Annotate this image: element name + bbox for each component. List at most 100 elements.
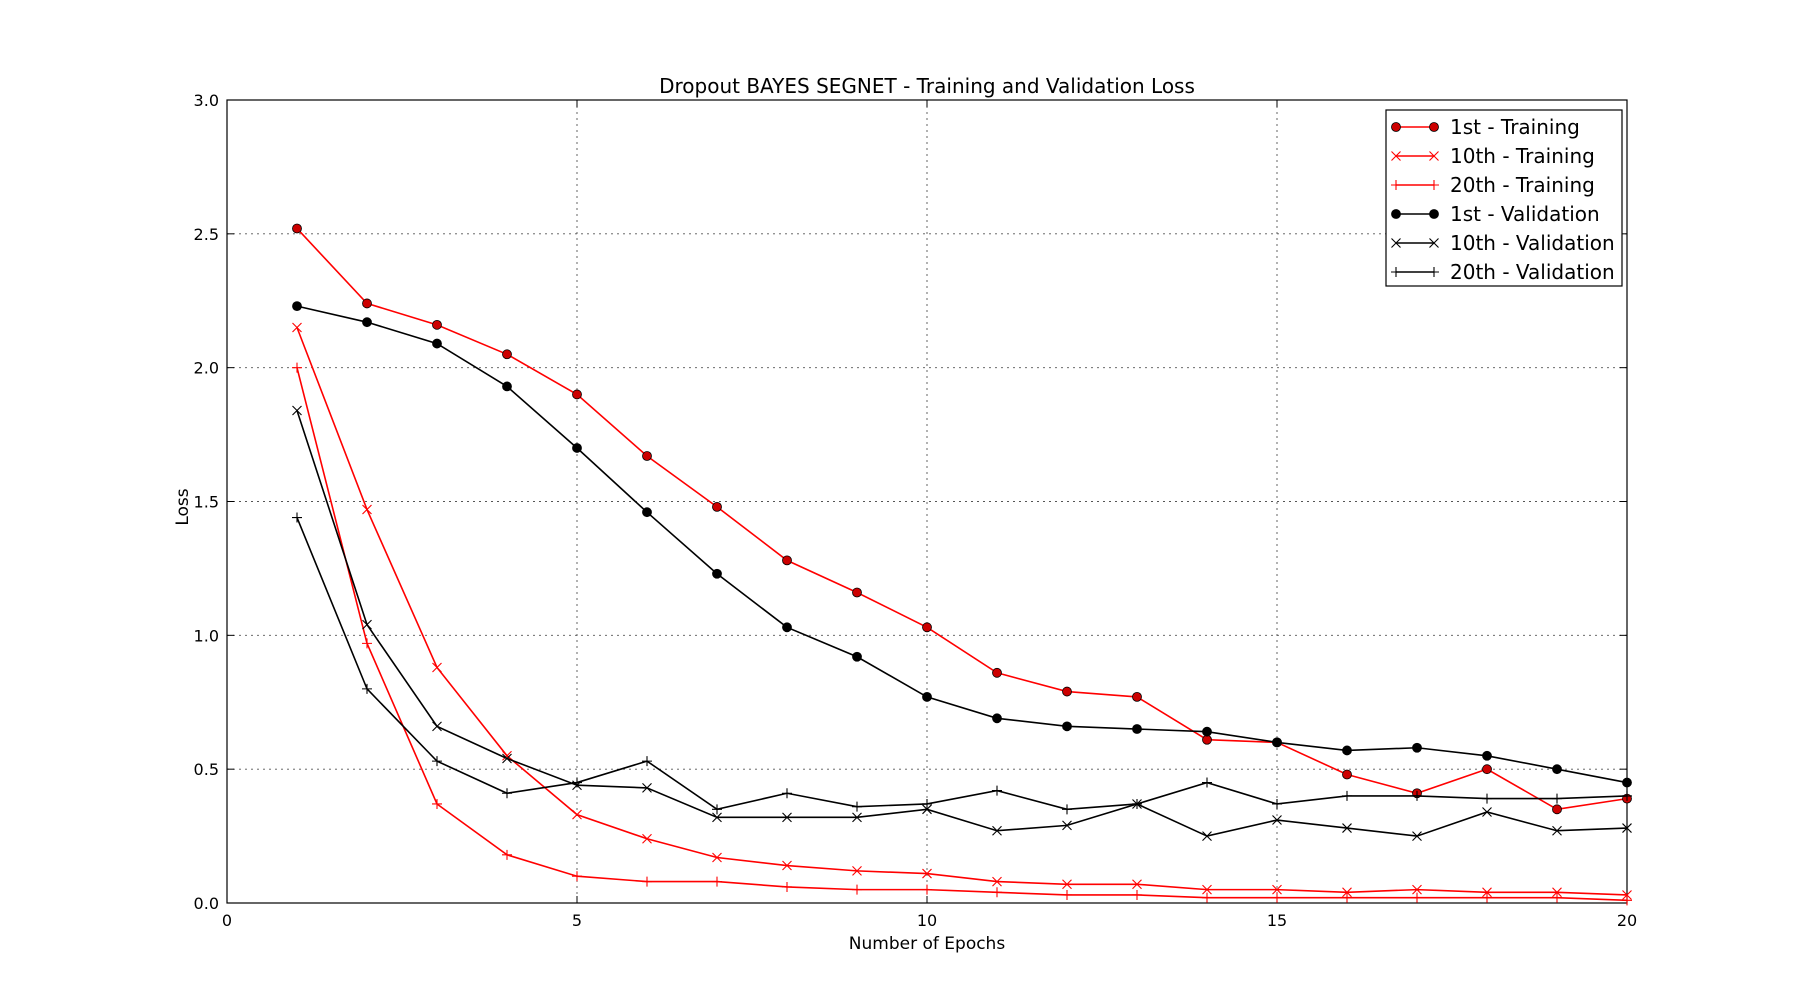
legend-marker xyxy=(1429,267,1439,277)
data-point xyxy=(782,812,792,823)
data-point xyxy=(502,381,512,392)
data-point xyxy=(1552,892,1562,903)
legend-entry: 10th - Validation xyxy=(1391,231,1615,255)
legend-marker xyxy=(1391,267,1401,277)
data-point xyxy=(432,798,442,809)
data-point xyxy=(432,319,442,330)
data-point xyxy=(712,852,722,863)
data-point xyxy=(1482,764,1492,775)
y-tick-label: 2.0 xyxy=(194,359,219,378)
data-point xyxy=(1272,815,1282,825)
data-point xyxy=(1202,892,1212,903)
data-point xyxy=(1552,764,1562,775)
data-point xyxy=(992,785,1002,796)
data-point xyxy=(922,884,932,895)
data-point xyxy=(1062,804,1072,815)
y-tick-label: 1.0 xyxy=(194,626,219,645)
data-point xyxy=(782,622,792,633)
data-point xyxy=(992,667,1002,678)
series-line xyxy=(296,327,1628,896)
legend-entry: 10th - Training xyxy=(1391,144,1595,168)
legend: 1st - Training 10th - Training 20th - Trai… xyxy=(1385,109,1623,287)
data-point xyxy=(572,443,582,453)
legend-entry: 20th - Validation xyxy=(1391,260,1615,284)
data-point xyxy=(992,713,1002,724)
legend-marker xyxy=(1429,151,1439,161)
legend-marker xyxy=(1391,151,1401,161)
series-4 xyxy=(292,405,1632,841)
data-point xyxy=(1342,769,1352,780)
legend-label: 20th - Validation xyxy=(1450,260,1615,284)
series-line xyxy=(296,227,1628,811)
data-point xyxy=(1062,686,1072,697)
data-point xyxy=(292,405,302,416)
data-point xyxy=(642,833,652,844)
data-point xyxy=(1062,889,1072,900)
data-point xyxy=(1272,884,1282,895)
data-point xyxy=(1622,890,1632,900)
series-line xyxy=(296,517,1628,811)
data-point xyxy=(1412,742,1422,753)
data-point xyxy=(432,662,442,673)
data-point xyxy=(572,871,582,882)
x-tick-label: 0 xyxy=(222,911,232,930)
data-point xyxy=(362,638,372,649)
data-point xyxy=(1202,831,1212,841)
data-point xyxy=(642,876,652,887)
legend-marker xyxy=(1429,209,1439,219)
data-point xyxy=(1132,798,1142,809)
data-point xyxy=(922,798,932,809)
data-point xyxy=(1482,887,1492,898)
data-point xyxy=(1552,825,1562,836)
data-point xyxy=(922,622,932,633)
data-point xyxy=(1132,889,1142,900)
data-point xyxy=(572,777,582,788)
series-1 xyxy=(292,322,1632,900)
data-point xyxy=(712,876,722,887)
x-tick-label: 15 xyxy=(1267,911,1287,930)
data-point xyxy=(1622,790,1632,801)
data-point xyxy=(502,349,512,360)
data-point xyxy=(642,451,652,461)
legend-box xyxy=(1385,109,1623,287)
data-point xyxy=(432,338,442,349)
data-point xyxy=(292,223,302,234)
y-tick-label: 2.5 xyxy=(194,225,219,244)
data-point xyxy=(572,389,582,400)
legend-marker xyxy=(1429,122,1439,132)
data-point xyxy=(922,691,932,702)
y-axis-label: Loss xyxy=(173,488,193,525)
data-point xyxy=(1552,804,1562,815)
legend-marker xyxy=(1429,238,1439,248)
data-point xyxy=(782,881,792,892)
legend-marker xyxy=(1429,180,1439,190)
axis-ticks: 0 5 10 15 20 0.0 0.5 1.0 1.5 2.0 2.5 3.0 xyxy=(194,91,1638,930)
data-point xyxy=(642,507,652,518)
data-point xyxy=(1062,820,1072,831)
x-tick-label: 20 xyxy=(1617,911,1637,930)
series-line xyxy=(296,305,1628,784)
legend-entry: 1st - Training xyxy=(1391,115,1580,139)
data-point xyxy=(712,568,722,579)
data-point xyxy=(712,812,722,823)
data-point xyxy=(642,756,652,767)
data-point xyxy=(1622,823,1632,833)
legend-marker xyxy=(1391,209,1401,219)
data-point xyxy=(1202,884,1212,895)
x-axis-label: Number of Epochs xyxy=(849,934,1006,954)
data-point xyxy=(852,884,862,895)
data-point xyxy=(1552,887,1562,898)
data-point xyxy=(432,721,442,732)
series-layer xyxy=(292,223,1632,906)
data-point xyxy=(782,860,792,871)
data-point xyxy=(852,651,862,662)
grid-lines xyxy=(227,100,1627,903)
data-point xyxy=(362,683,372,694)
data-point xyxy=(1482,807,1492,817)
data-point xyxy=(572,809,582,820)
series-2 xyxy=(292,362,1632,906)
series-line xyxy=(296,410,1628,837)
data-point xyxy=(852,587,862,598)
legend-label: 1st - Training xyxy=(1450,115,1580,139)
